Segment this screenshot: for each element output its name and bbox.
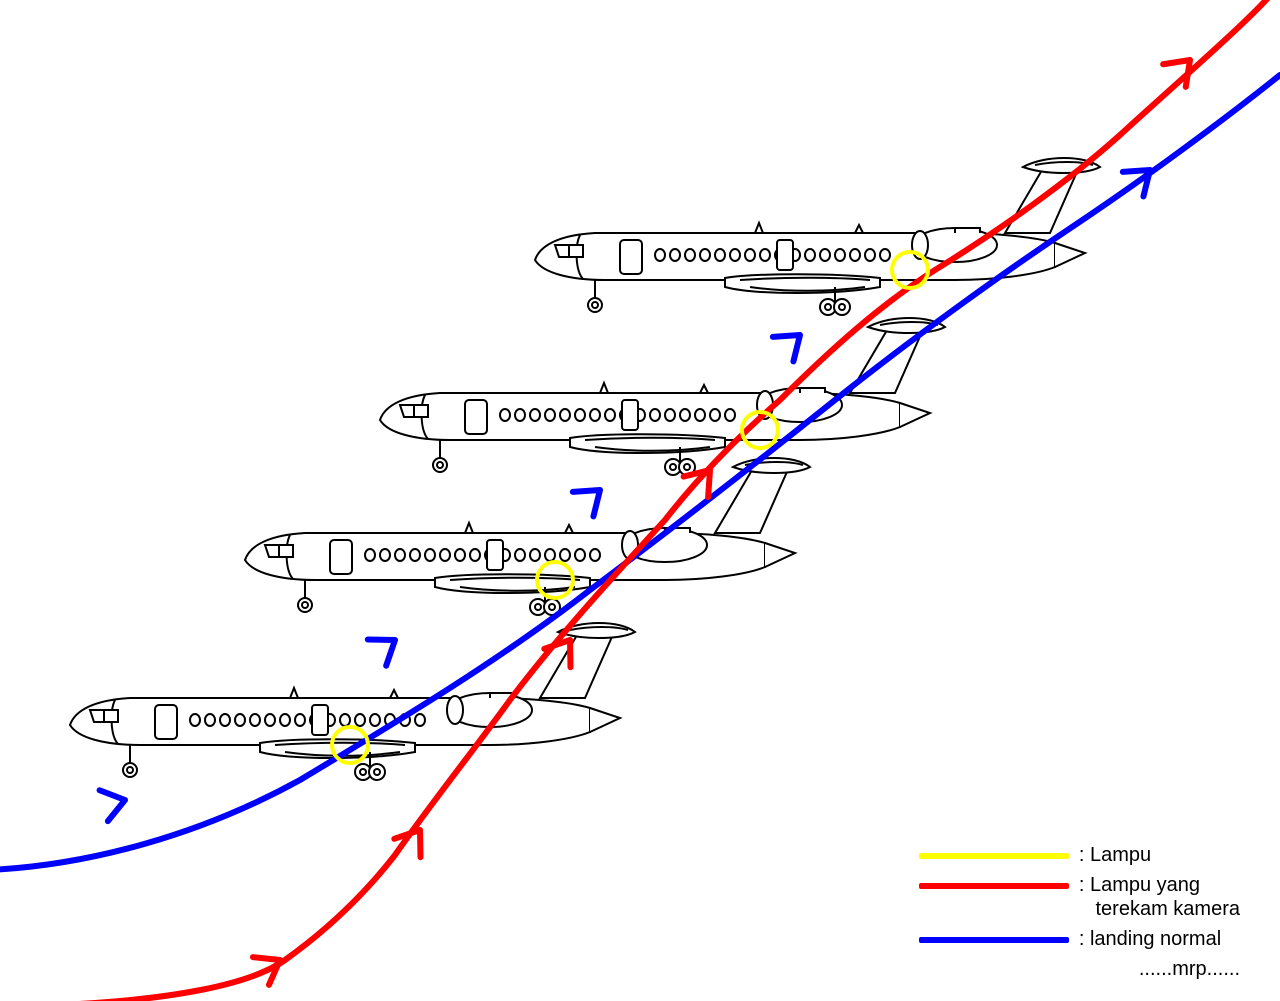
legend-row: : landing normal bbox=[919, 927, 1240, 951]
legend: : Lampu : Lampu yang terekam kamera : land… bbox=[919, 843, 1240, 981]
legend-row: : Lampu bbox=[919, 843, 1240, 867]
legend-swatch bbox=[919, 937, 1069, 943]
legend-label: : landing normal bbox=[1079, 927, 1221, 951]
lamp-marker bbox=[892, 252, 928, 288]
lamp-marker bbox=[332, 727, 368, 763]
legend-label: : Lampu bbox=[1079, 843, 1151, 867]
credit-text: ......mrp...... bbox=[919, 957, 1240, 981]
lamp-marker bbox=[742, 412, 778, 448]
lamp-marker bbox=[537, 562, 573, 598]
legend-swatch bbox=[919, 853, 1069, 859]
legend-label: : Lampu yang terekam kamera bbox=[1079, 873, 1240, 921]
diagram-canvas: : Lampu : Lampu yang terekam kamera : land… bbox=[0, 0, 1280, 1001]
legend-row: : Lampu yang terekam kamera bbox=[919, 873, 1240, 921]
legend-swatch bbox=[919, 883, 1069, 889]
